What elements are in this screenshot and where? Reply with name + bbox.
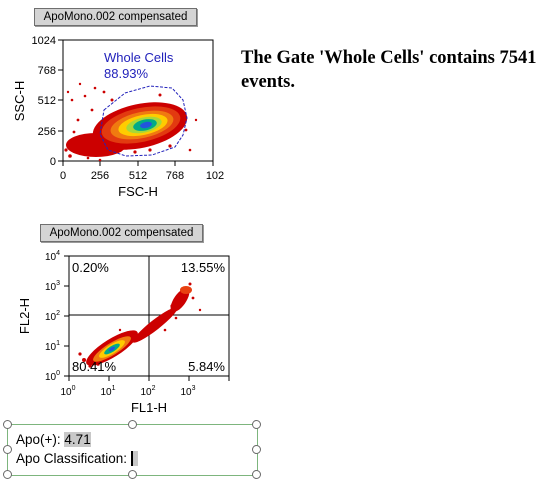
quadrant-upper-left-percent: 0.20% (72, 260, 109, 275)
text-cursor[interactable] (130, 451, 138, 466)
plot2-ytick: 103 (45, 280, 60, 293)
gate-statement: The Gate 'Whole Cells' contains 7541 eve… (241, 48, 537, 92)
plot1-scatter[interactable]: 1024 768 512 256 0 0 256 512 768 102 FSC… (0, 26, 235, 206)
resize-handle-middle-right[interactable] (252, 445, 261, 454)
plot2-caption[interactable]: ApoMono.002 compensated (40, 224, 203, 242)
quadrant-lower-right-percent: 5.84% (188, 359, 225, 374)
plot1-ytick: 0 (50, 156, 56, 168)
plot1-ytick: 512 (38, 95, 56, 107)
plot2-density (78, 282, 202, 368)
resize-handle-top-middle[interactable] (128, 420, 137, 429)
plot1-xtick: 0 (60, 170, 66, 182)
plot1-ytick: 256 (38, 126, 56, 138)
plot2-xtick: 103 (180, 385, 195, 398)
plot1-xlabel: FSC-H (118, 184, 158, 199)
resize-handle-top-left[interactable] (3, 420, 12, 429)
apo-positive-row: Apo(+): 4.71 (16, 432, 91, 447)
quadrant-upper-right-percent: 13.55% (181, 260, 226, 275)
plot2-ytick: 104 (45, 250, 60, 263)
plot2-xtick: 100 (60, 385, 75, 398)
plot2-xtick: 102 (140, 385, 155, 398)
gate-name-label: Whole Cells (104, 50, 174, 65)
plot2-ytick: 100 (45, 370, 60, 383)
plot1-caption[interactable]: ApoMono.002 compensated (34, 8, 197, 26)
apo-classification-row: Apo Classification: (16, 451, 138, 466)
plot1-xtick: 512 (129, 170, 147, 182)
apo-classification-label: Apo Classification: (16, 451, 128, 466)
statistics-text-box[interactable]: Apo(+): 4.71 Apo Classification: (7, 424, 258, 476)
apo-positive-label: Apo(+): (16, 432, 61, 447)
quadrant-lower-left-percent: 80.41% (72, 359, 117, 374)
resize-handle-bottom-right[interactable] (252, 470, 261, 479)
resize-handle-bottom-left[interactable] (3, 470, 12, 479)
apo-positive-value[interactable]: 4.71 (64, 432, 91, 447)
plot2-ytick: 101 (45, 340, 60, 353)
whole-cells-gate[interactable] (99, 85, 188, 157)
plot2-ylabel: FL2-H (17, 298, 32, 334)
resize-handle-bottom-middle[interactable] (128, 470, 137, 479)
plot1-ytick: 768 (38, 65, 56, 77)
plot1-ytick: 1024 (32, 35, 56, 47)
plot2-xtick: 101 (100, 385, 115, 398)
plot1-xtick: 256 (91, 170, 109, 182)
plot2-xlabel: FL1-H (131, 400, 167, 415)
gate-percent-label: 88.93% (104, 66, 149, 81)
plot1-xtick: 768 (166, 170, 184, 182)
resize-handle-top-right[interactable] (252, 420, 261, 429)
plot2-scatter[interactable]: 104 103 102 101 100 100 101 102 103 FL1-… (0, 242, 240, 420)
plot1-xtick: 102 (206, 170, 224, 182)
plot1-ylabel: SSC-H (12, 81, 27, 121)
plot2-ytick: 102 (45, 310, 60, 323)
resize-handle-middle-left[interactable] (3, 445, 12, 454)
plot1-density (64, 82, 198, 162)
